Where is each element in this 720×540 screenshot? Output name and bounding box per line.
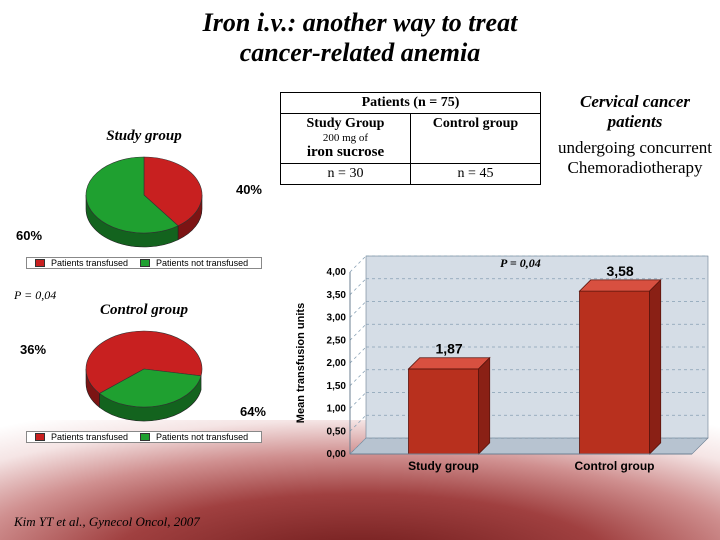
side-text: Cervical cancer patients undergoing conc… (554, 92, 716, 178)
pie-study-group: Study group Patients transfused Patients… (20, 128, 268, 269)
col1-sucrose: iron sucrose (289, 144, 402, 161)
svg-text:2,00: 2,00 (327, 358, 347, 369)
patients-table: Patients (n = 75) Study Group 200 mg of … (280, 92, 541, 185)
pie2-legend: Patients transfused Patients not transfu… (26, 431, 262, 443)
svg-text:0,00: 0,00 (327, 449, 347, 460)
legend-swatch-green (140, 433, 150, 441)
legend-swatch-red (35, 259, 45, 267)
citation: Kim YT et al., Gynecol Oncol, 2007 (14, 514, 200, 530)
bar-svg: 0,00 0,50 1,00 1,50 2,00 2,50 3,00 3,50 4,00 Mean… (290, 254, 710, 484)
pie1-red-label: 40% (236, 182, 262, 197)
side-line2: undergoing concurrent Chemoradiotherapy (554, 138, 716, 178)
pie2-green-label: 36% (20, 342, 46, 357)
svg-text:1,00: 1,00 (327, 404, 347, 415)
pie1-title: Study group (20, 128, 268, 145)
title-line-2: cancer-related anemia (240, 38, 480, 67)
pie1-legend-green: Patients not transfused (156, 258, 248, 268)
legend-swatch-green (140, 259, 150, 267)
svg-text:2,50: 2,50 (327, 335, 347, 346)
table-header: Patients (n = 75) (281, 93, 541, 114)
col1-title: Study Group (289, 116, 402, 132)
pval-left: P = 0,04 (14, 288, 56, 303)
svg-text:3,58: 3,58 (606, 263, 633, 279)
pie1-legend: Patients transfused Patients not transfu… (26, 257, 262, 269)
svg-text:Mean transfusion units: Mean transfusion units (295, 303, 307, 423)
pie-control-group: Control group Patients transfused Patien… (20, 302, 268, 443)
svg-text:Control group: Control group (575, 459, 655, 473)
n2: n = 45 (411, 164, 541, 185)
col2-title: Control group (419, 116, 532, 132)
page-title: Iron i.v.: another way to treat cancer-r… (0, 8, 720, 68)
svg-text:Study group: Study group (408, 459, 479, 473)
svg-text:4,00: 4,00 (327, 267, 347, 278)
pval-bar: P = 0,04 (500, 256, 541, 271)
svg-text:0,50: 0,50 (327, 426, 347, 437)
title-line-1: Iron i.v.: another way to treat (203, 8, 518, 37)
svg-text:3,00: 3,00 (327, 313, 347, 324)
pie2-red-label: 64% (240, 404, 266, 419)
side-line1: Cervical cancer patients (554, 92, 716, 132)
svg-text:1,50: 1,50 (327, 381, 347, 392)
pie2-svg (65, 319, 223, 429)
pie1-svg (65, 145, 223, 255)
svg-text:3,50: 3,50 (327, 290, 347, 301)
bar-chart: 0,00 0,50 1,00 1,50 2,00 2,50 3,00 3,50 4,00 Mean… (290, 254, 710, 484)
col1-sub: 200 mg of (289, 132, 402, 144)
pie2-legend-green: Patients not transfused (156, 432, 248, 442)
svg-text:1,87: 1,87 (435, 341, 462, 357)
pie1-green-label: 60% (16, 228, 42, 243)
legend-swatch-red (35, 433, 45, 441)
pie2-legend-red: Patients transfused (51, 432, 128, 442)
n1: n = 30 (281, 164, 411, 185)
pie2-title: Control group (20, 302, 268, 319)
pie1-legend-red: Patients transfused (51, 258, 128, 268)
